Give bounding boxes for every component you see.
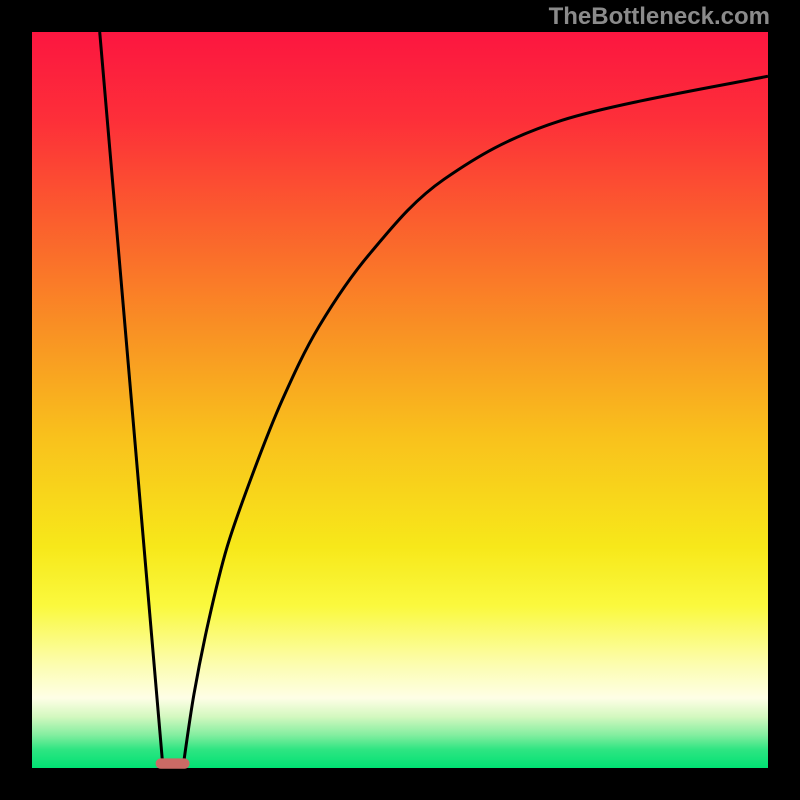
curve-overlay xyxy=(0,0,800,800)
right-curve xyxy=(183,76,768,768)
bottleneck-marker xyxy=(156,758,190,768)
watermark-text: TheBottleneck.com xyxy=(549,3,770,31)
chart-container: TheBottleneck.com xyxy=(0,0,800,800)
left-line xyxy=(100,32,163,768)
